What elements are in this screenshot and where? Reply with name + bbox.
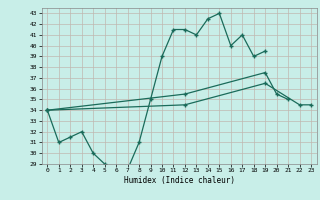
X-axis label: Humidex (Indice chaleur): Humidex (Indice chaleur) (124, 176, 235, 185)
